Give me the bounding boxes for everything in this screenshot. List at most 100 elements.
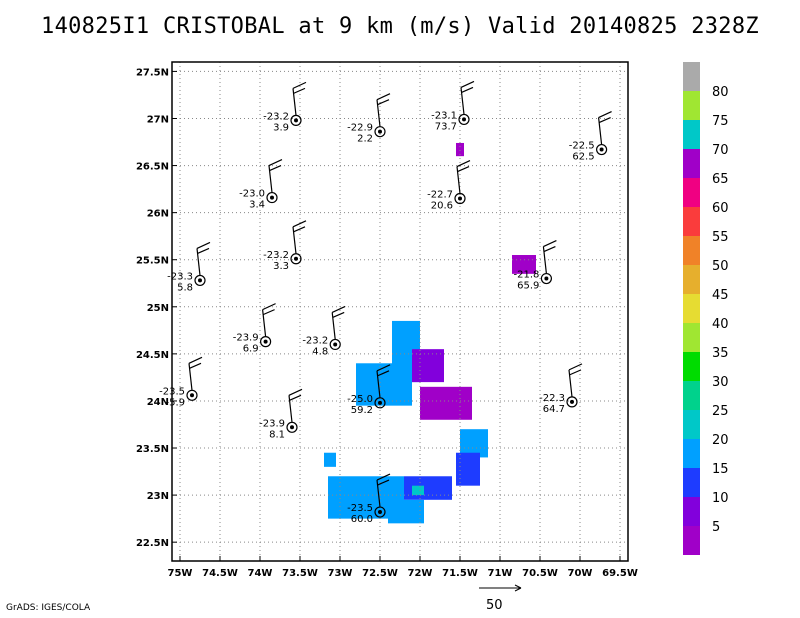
radar-patch	[412, 349, 444, 383]
radar-patches	[324, 142, 536, 524]
wind-barb-flag	[598, 117, 611, 124]
wind-barb-flag	[268, 159, 283, 167]
wind-barb-flag	[262, 303, 276, 311]
map-grid	[172, 62, 628, 561]
lat-tick-label: 24N	[147, 397, 169, 408]
station-temperature: -23.2	[302, 335, 328, 346]
station-temperature: -22.7	[427, 190, 453, 201]
wind-barb-flag	[377, 99, 390, 106]
wind-barb-flag	[188, 356, 203, 364]
colorbar-label: 30	[712, 375, 729, 390]
observation-station: -23.24.8	[302, 305, 346, 357]
colorbar-segment	[683, 381, 700, 410]
wind-barb-flag	[456, 159, 471, 168]
page-title: 140825I1 CRISTOBAL at 9 km (m/s) Valid 2…	[41, 14, 759, 39]
station-value: 6.9	[243, 344, 259, 355]
radar-patch	[404, 476, 452, 500]
wind-barb-flag	[196, 241, 211, 249]
station-value: 60.0	[351, 514, 373, 525]
station-temperature: -23.3	[167, 271, 193, 282]
colorbar: 5 10 15 20 25 30 35 40 45 50 55 60 65 70 75 80	[683, 62, 729, 555]
observation-stations: -23.23.9 -22.92.2-23.173.7-22.562.5-23.03…	[159, 80, 612, 525]
lon-tick-label: 69.5W	[602, 568, 638, 579]
observation-station: -22.364.7	[539, 363, 583, 415]
station-ring-icon	[290, 253, 302, 265]
radar-patch	[456, 142, 464, 157]
axis-ticks: 75W 74.5W 74W 73.5W 73W 72.5W 72W 71.5W 71W 70.5W…	[136, 67, 638, 579]
wind-barb-flag	[460, 80, 475, 88]
colorbar-segment	[683, 410, 700, 439]
station-dot-icon	[599, 147, 604, 152]
station-value: 3.3	[273, 261, 289, 272]
observation-station: -22.720.6	[427, 159, 471, 212]
lat-tick-label: 27N	[147, 114, 169, 125]
lon-tick-label: 71.5W	[442, 568, 478, 579]
wind-barb-flag	[376, 473, 391, 481]
reference-vector	[479, 584, 522, 592]
station-temperature: -23.2	[263, 250, 289, 261]
lon-tick-label: 72.5W	[362, 568, 398, 579]
station-dot-icon	[294, 256, 298, 261]
lat-tick-label: 23N	[147, 491, 169, 502]
station-value: 3.9	[273, 122, 289, 133]
lon-tick-label: 71W	[488, 568, 513, 579]
station-dot-icon	[294, 118, 298, 123]
station-dot-icon	[544, 276, 549, 281]
lat-tick-label: 25.5N	[136, 256, 169, 267]
station-value: -5.9	[165, 397, 185, 408]
lon-tick-label: 74W	[248, 568, 273, 579]
lat-tick-label: 24.5N	[136, 350, 169, 361]
observation-station: -23.23.3	[263, 220, 307, 272]
radar-patch	[420, 386, 472, 420]
wind-barb-flag	[289, 394, 302, 401]
colorbar-segment	[683, 207, 700, 236]
station-temperature: -21.8	[514, 270, 540, 281]
wind-barb-flag	[331, 305, 346, 313]
station-dot-icon	[378, 400, 382, 405]
station-temperature: -23.9	[259, 418, 285, 429]
radar-patch	[512, 255, 536, 274]
station-dot-icon	[190, 393, 194, 398]
station-temperature: -22.9	[347, 123, 373, 134]
station-dot-icon	[570, 399, 574, 404]
wind-barb-flag	[293, 87, 306, 94]
station-dot-icon	[270, 195, 274, 200]
colorbar-segment	[683, 294, 700, 323]
observation-station: -23.35.8	[167, 241, 211, 293]
colorbar-label: 45	[712, 288, 729, 303]
colorbar-segment	[683, 526, 700, 555]
lat-tick-label: 22.5N	[136, 538, 169, 549]
wind-barb-flag	[292, 220, 307, 228]
station-value: 3.4	[249, 200, 265, 211]
colorbar-label: 75	[712, 114, 729, 129]
radar-patch	[412, 485, 424, 496]
observation-station: -23.560.0	[347, 473, 391, 525]
station-value: 64.7	[543, 404, 565, 415]
station-dot-icon	[378, 510, 382, 515]
wind-barb-flag	[376, 364, 391, 372]
lat-tick-label: 25N	[147, 303, 169, 314]
wind-barb-flag	[461, 86, 474, 93]
wind-barb-flag	[288, 388, 303, 396]
station-value: 5.8	[177, 282, 193, 293]
station-value: 2.2	[357, 134, 373, 145]
wind-barb-flag	[457, 165, 470, 173]
wind-barb-flag	[568, 363, 583, 371]
map-border	[171, 61, 629, 562]
lat-tick-label: 26.5N	[136, 162, 169, 173]
station-temperature: -23.0	[239, 189, 265, 200]
observation-station: -21.865.9	[514, 240, 557, 292]
colorbar-label: 55	[712, 230, 729, 245]
station-dot-icon	[462, 117, 466, 122]
colorbar-segment	[683, 352, 700, 381]
colorbar-segment	[683, 91, 700, 120]
station-value: 73.7	[435, 121, 457, 132]
observation-station: -22.92.2	[347, 93, 391, 145]
lon-tick-label: 74.5W	[202, 568, 238, 579]
wind-barb-flag	[377, 479, 390, 486]
lon-tick-label: 73W	[328, 568, 353, 579]
lat-tick-label: 23.5N	[136, 444, 169, 455]
colorbar-label: 50	[712, 259, 729, 274]
colorbar-segment	[683, 468, 700, 497]
